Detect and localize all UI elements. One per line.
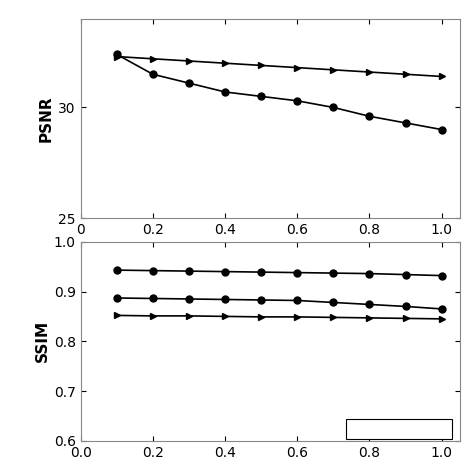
Bar xyxy=(346,419,452,439)
Y-axis label: PSNR: PSNR xyxy=(39,95,54,142)
Y-axis label: SSIM: SSIM xyxy=(35,320,50,362)
Text: (a): (a) xyxy=(257,274,283,292)
X-axis label: p: p xyxy=(264,240,277,258)
